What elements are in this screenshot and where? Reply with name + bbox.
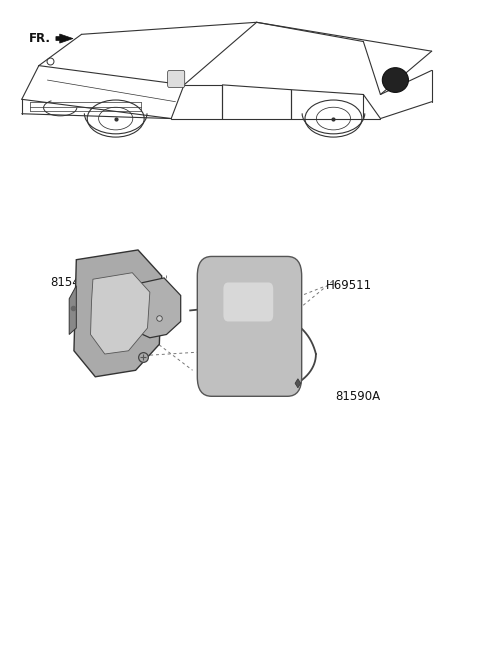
Text: FR.: FR.: [29, 32, 51, 45]
Text: 1339CC: 1339CC: [200, 344, 246, 358]
Polygon shape: [69, 286, 76, 335]
Text: H69511: H69511: [325, 279, 372, 292]
FancyBboxPatch shape: [168, 70, 185, 87]
FancyBboxPatch shape: [197, 256, 301, 396]
Text: 81590A: 81590A: [335, 390, 380, 403]
Polygon shape: [121, 305, 129, 328]
Text: 81541: 81541: [50, 276, 87, 289]
Text: 81550A: 81550A: [221, 377, 266, 390]
Polygon shape: [91, 273, 150, 354]
Polygon shape: [74, 250, 162, 377]
Ellipse shape: [383, 68, 408, 92]
Polygon shape: [129, 278, 180, 338]
Polygon shape: [56, 34, 73, 43]
Polygon shape: [295, 379, 301, 388]
FancyBboxPatch shape: [223, 283, 273, 321]
